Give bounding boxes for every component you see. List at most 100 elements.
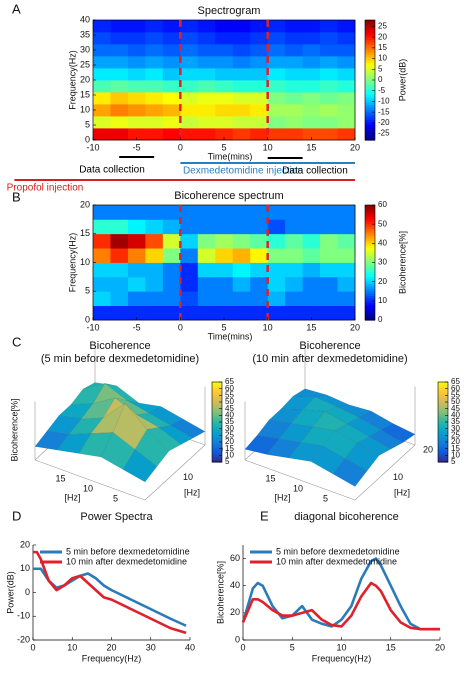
- colorbar-segment: [365, 221, 375, 225]
- colorbar-segment: [212, 415, 222, 418]
- colorbar-tick-label: 40: [225, 410, 234, 419]
- surface-patch: [158, 425, 194, 445]
- colorbar-segment: [365, 62, 375, 66]
- heatmap-cell: [215, 116, 234, 129]
- period-label: Dexmedetomidine injection: [183, 166, 303, 177]
- colorbar-segment: [365, 102, 375, 106]
- y-tick-label: 0: [235, 634, 240, 644]
- heatmap-cell: [302, 56, 321, 69]
- heatmap-cell: [250, 248, 269, 263]
- colorbar-tick-label: 35: [225, 417, 234, 426]
- surface-patch: [46, 415, 82, 435]
- heatmap-cell: [337, 205, 356, 220]
- colorbar-segment: [212, 395, 222, 398]
- colorbar-segment: [212, 408, 222, 411]
- box-edge: [34, 459, 146, 501]
- heatmap-cell: [337, 80, 356, 93]
- heatmap-cell: [337, 305, 356, 321]
- heatmap-cell: [250, 233, 269, 249]
- heatmap-cell: [267, 32, 286, 45]
- colorbar-segment: [365, 296, 375, 300]
- colorbar-segment: [365, 97, 375, 101]
- series-line: [241, 557, 440, 631]
- heatmap-cell: [285, 233, 303, 249]
- heatmap-cell: [232, 291, 251, 307]
- x-tick-label: 20: [106, 642, 116, 652]
- heatmap-cell: [285, 68, 303, 81]
- legend-label: 10 min after dexmedetomidine: [276, 556, 397, 566]
- x-tick-label: 15: [306, 142, 316, 152]
- heatmap-cell: [302, 104, 321, 117]
- colorbar-tick-label: -25: [378, 129, 390, 138]
- heatmap-cell: [180, 262, 199, 278]
- heatmap-cell: [285, 291, 303, 307]
- heatmap-cell: [285, 56, 303, 69]
- heatmap-cell: [215, 68, 234, 81]
- heatmap-cell: [320, 104, 338, 117]
- heatmap-cell: [145, 219, 164, 235]
- colorbar-segment: [365, 300, 375, 304]
- heatmap-cell: [267, 305, 286, 321]
- y-tick-label: -20: [17, 634, 30, 644]
- heatmap-cell: [162, 104, 181, 117]
- heatmap-cell: [285, 248, 303, 263]
- heatmap-cell: [162, 20, 181, 33]
- heatmap-cell: [162, 233, 181, 249]
- colorbar-segment: [438, 455, 448, 458]
- heatmap-cell: [197, 233, 216, 249]
- panel-letter: A: [12, 1, 21, 16]
- chart-subtitle: (10 min after dexmedetomidine): [252, 353, 407, 365]
- heatmap-cell: [110, 305, 129, 321]
- series-line: [33, 567, 187, 627]
- colorbar-segment: [365, 57, 375, 61]
- colorbar-segment: [365, 30, 375, 34]
- colorbar-segment: [212, 457, 222, 460]
- colorbar-segment: [365, 224, 375, 228]
- x-tick-label: 10: [67, 642, 77, 652]
- heatmap-cell: [250, 128, 269, 141]
- colorbar-segment: [212, 388, 222, 391]
- x-axis-label: Time(mins): [208, 331, 253, 341]
- colorbar-segment: [438, 397, 448, 400]
- colorbar-tick-label: 60: [451, 384, 460, 393]
- surface-patch: [292, 388, 328, 398]
- heatmap-cell: [250, 104, 269, 117]
- heatmap-cell: [145, 128, 164, 141]
- surface-patch: [82, 382, 118, 390]
- heatmap-cell: [337, 104, 356, 117]
- heatmap-cell: [197, 305, 216, 321]
- colorbar-segment: [438, 422, 448, 425]
- heatmap-cell: [302, 276, 321, 292]
- heatmap-cell: [250, 276, 269, 292]
- colorbar-segment: [365, 286, 375, 290]
- colorbar-segment: [438, 425, 448, 428]
- colorbar-segment: [212, 443, 222, 446]
- colorbar-segment: [365, 305, 375, 309]
- surface-patch: [70, 383, 106, 405]
- colorbar-segment: [365, 137, 375, 141]
- colorbar-segment: [438, 407, 448, 410]
- heatmap-cell: [302, 32, 321, 45]
- colorbar-segment: [365, 20, 375, 24]
- heatmap-cell: [320, 205, 338, 220]
- surface-patch: [312, 411, 348, 431]
- heatmap-cell: [267, 20, 286, 33]
- colorbar-segment: [212, 437, 222, 440]
- colorbar-segment: [438, 420, 448, 423]
- heatmap-cell: [162, 80, 181, 93]
- chart-title: diagonal bicoherence: [294, 511, 399, 523]
- x-tick-label: -10: [86, 142, 99, 152]
- surface-patch: [68, 417, 104, 435]
- heatmap-cell: [162, 305, 181, 321]
- heatmap-cell: [267, 128, 286, 141]
- heatmap-cell: [302, 305, 321, 321]
- heatmap-cell: [215, 205, 234, 220]
- heatmap-cell: [110, 128, 129, 141]
- colorbar-segment: [212, 458, 222, 461]
- colorbar-segment: [438, 392, 448, 395]
- heatmap-cell: [197, 44, 216, 57]
- colorbar-segment: [365, 205, 375, 208]
- heatmap-cell: [285, 219, 303, 235]
- heatmap-cell: [337, 56, 356, 69]
- surface-patch: [80, 397, 116, 420]
